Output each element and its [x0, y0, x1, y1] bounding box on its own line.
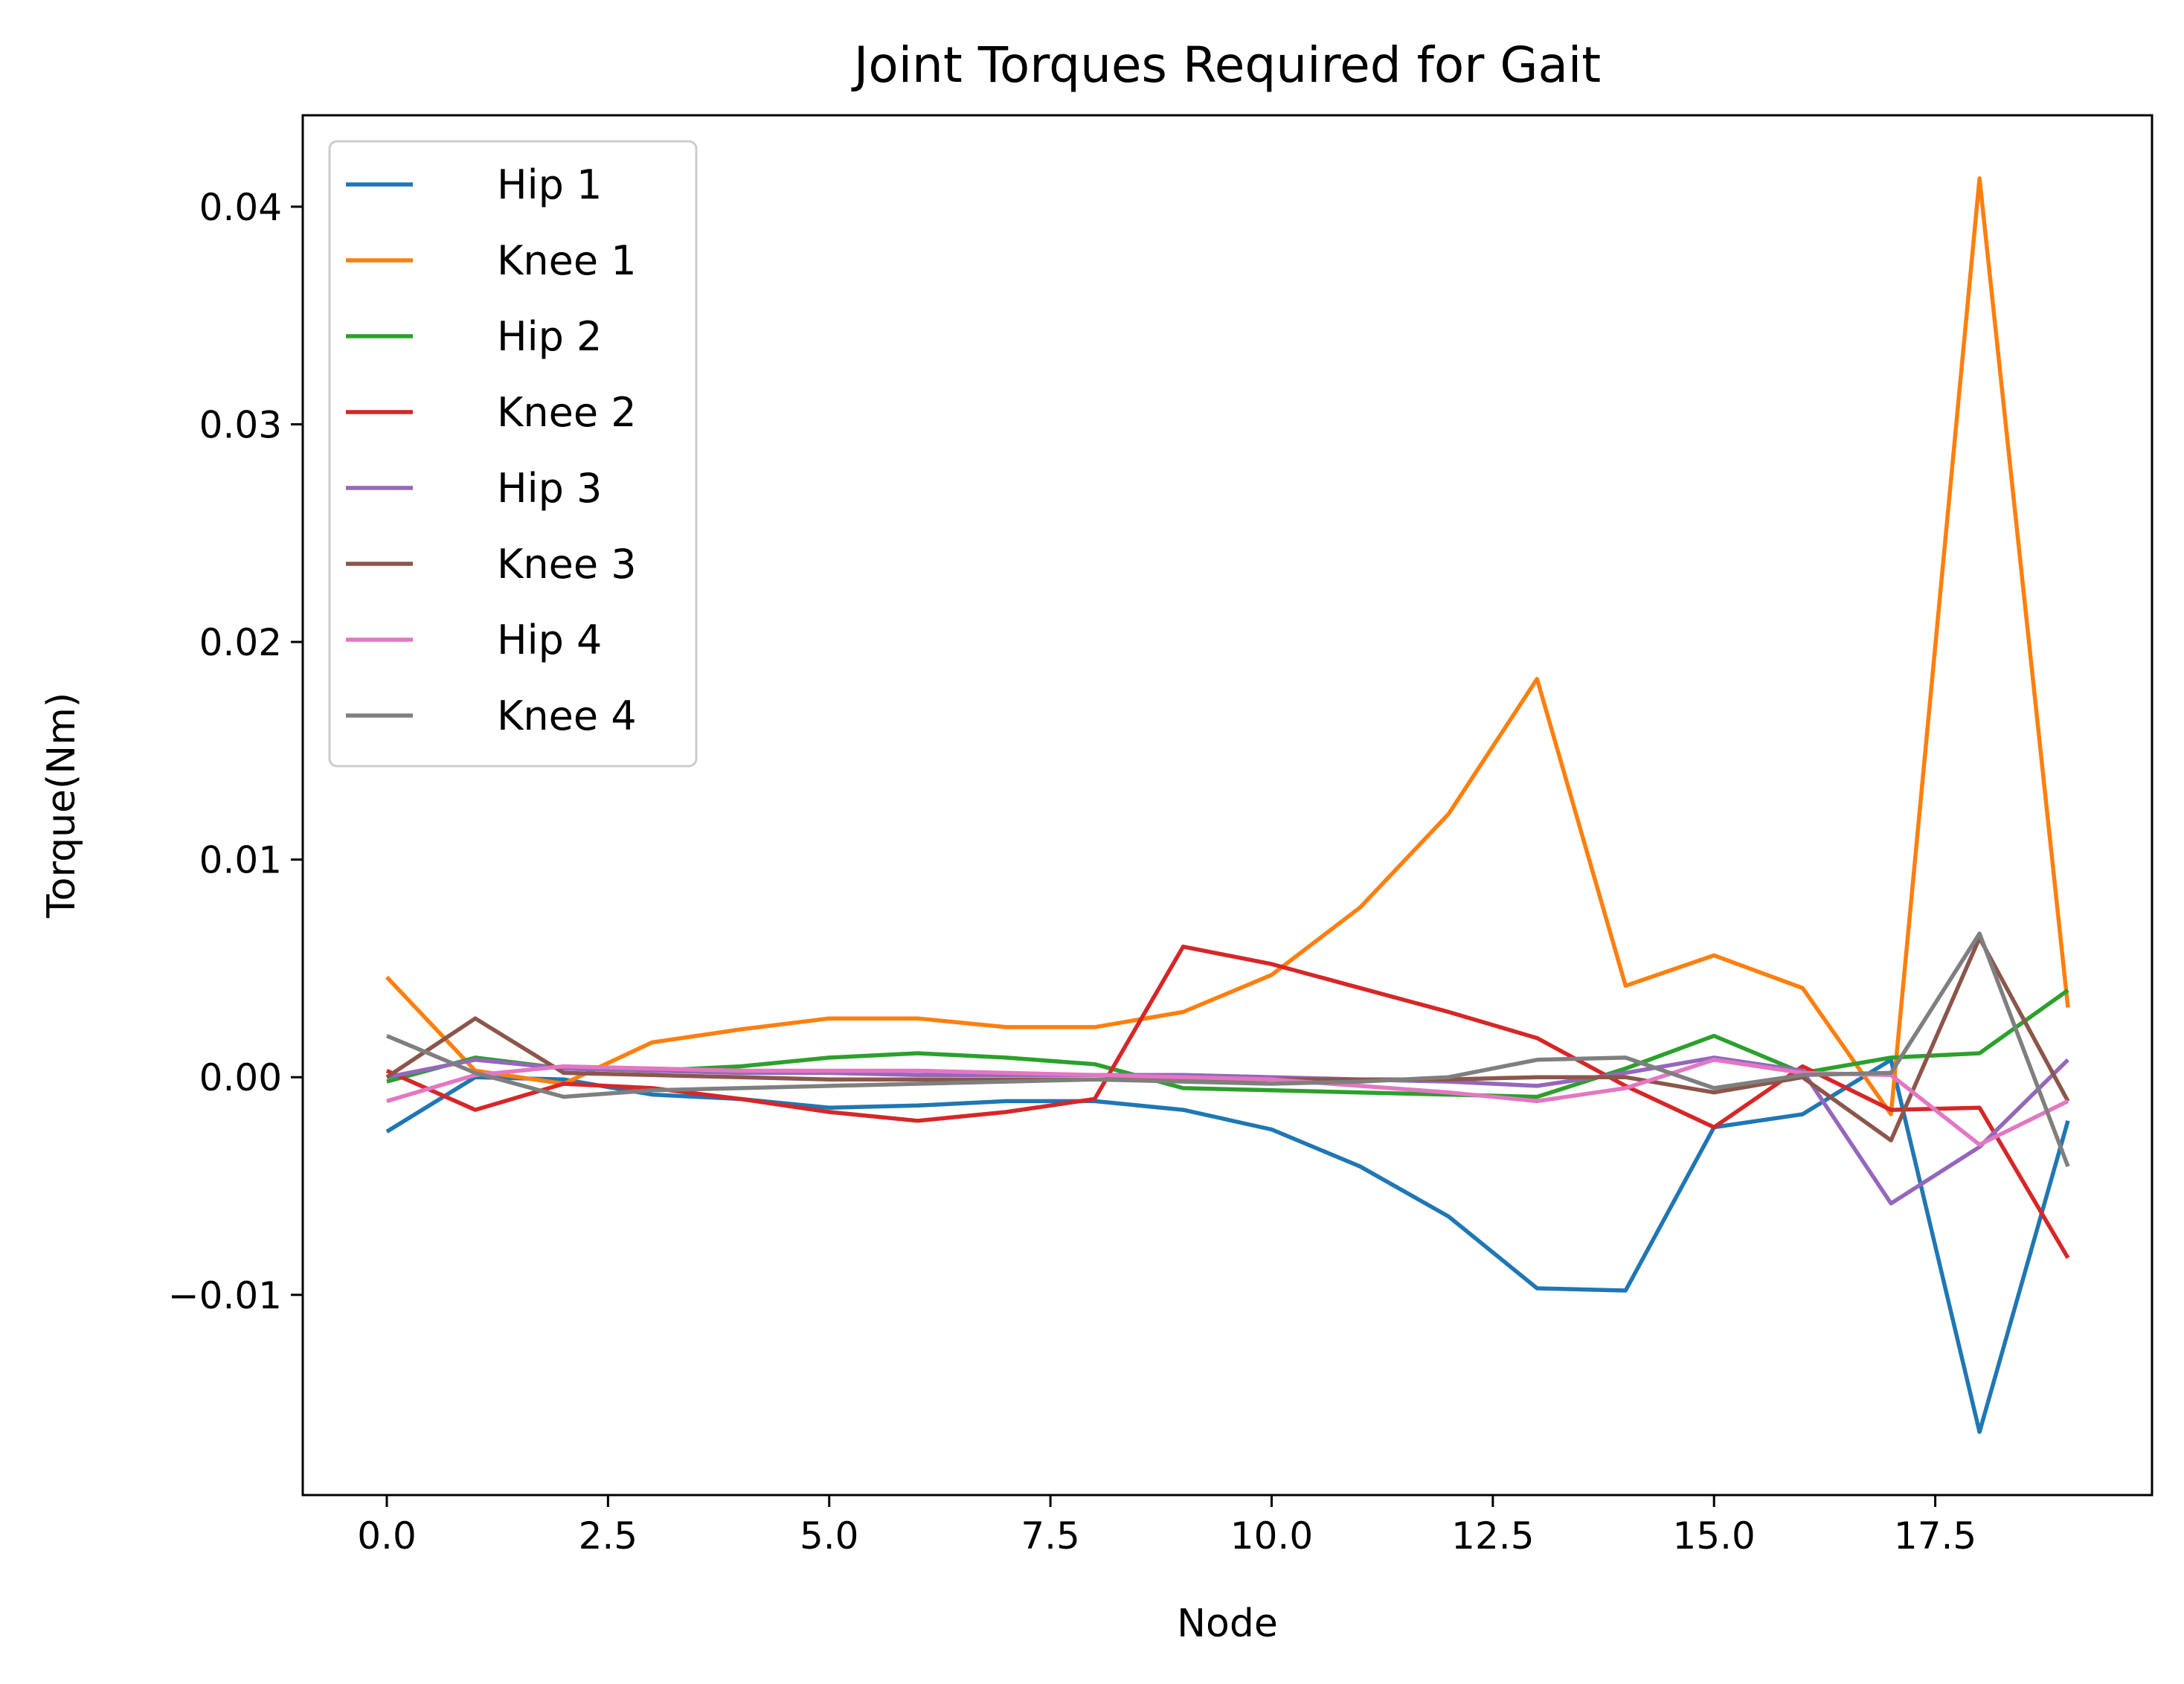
legend: Hip 1 Knee 1 Hip 2 Knee 2 Hip 3 Knee 3 Hip 4 Kn…: [328, 140, 698, 768]
chart-title: Joint Torques Required for Gait: [851, 36, 1601, 94]
x-tick-label: 15.0: [1673, 1514, 1756, 1558]
legend-label: Knee 2: [497, 389, 637, 436]
legend-label: Knee 3: [497, 541, 637, 588]
y-tick-label: 0.03: [199, 403, 282, 446]
y-tick-label: 0.01: [199, 839, 282, 882]
x-tick-label: 2.5: [579, 1514, 638, 1558]
legend-label: Hip 3: [497, 465, 602, 512]
y-tick-label: 0.02: [199, 621, 282, 664]
x-tick-label: 0.0: [357, 1514, 417, 1558]
y-axis-label: Torque(Nm): [39, 692, 84, 919]
series-line-5: [386, 1055, 2069, 1206]
legend-label: Hip 1: [497, 161, 602, 208]
legend-label: Hip 2: [497, 313, 602, 360]
legend-label: Knee 4: [497, 692, 637, 739]
series-line-8: [385, 931, 2070, 1168]
series-line-1: [385, 1058, 2070, 1434]
legend-label: Hip 4: [497, 617, 602, 663]
series-layer: [385, 176, 2070, 1434]
x-tick-label: 7.5: [1021, 1514, 1080, 1558]
x-axis-ticks: 0.0 2.5 5.0 7.5 10.0 12.5 15.0 17.5: [357, 1495, 1976, 1558]
x-tick-label: 10.0: [1230, 1514, 1313, 1558]
series-line-7: [386, 1058, 2069, 1147]
series-line-6: [385, 936, 2070, 1143]
y-tick-label: 0.04: [199, 186, 282, 229]
y-tick-label: −0.01: [168, 1274, 282, 1317]
series-line-2: [385, 176, 2070, 1116]
legend-label: Knee 1: [497, 237, 637, 284]
x-tick-label: 12.5: [1451, 1514, 1534, 1558]
x-tick-label: 17.5: [1894, 1514, 1976, 1558]
y-axis-ticks: −0.01 0.00 0.01 0.02 0.03 0.04: [168, 186, 303, 1317]
y-tick-label: 0.00: [199, 1056, 282, 1099]
x-axis-label: Node: [1177, 1601, 1278, 1646]
x-tick-label: 5.0: [800, 1514, 859, 1558]
plot-frame: [301, 114, 2154, 1497]
legend-box: [328, 140, 698, 768]
